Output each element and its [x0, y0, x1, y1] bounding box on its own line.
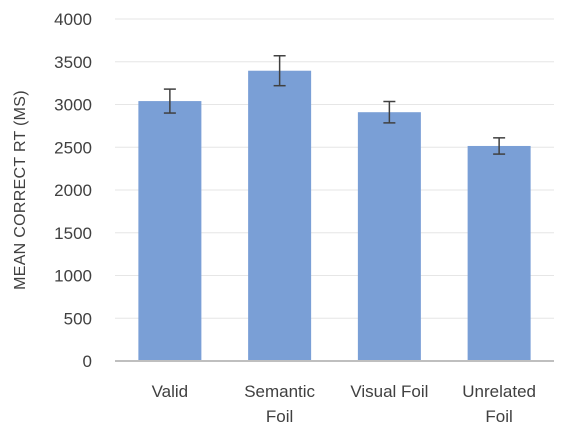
x-category-label-line: Unrelated	[462, 382, 536, 401]
x-category-label: Visual Foil	[350, 382, 428, 401]
error-bar	[163, 88, 176, 114]
error-bar	[383, 100, 396, 124]
error-bar	[273, 55, 286, 87]
y-tick-label: 2000	[54, 181, 92, 200]
y-tick-label: 500	[64, 309, 92, 328]
x-category-label-line: Valid	[152, 382, 189, 401]
x-category-labels: Valid Semantic Foil Visual Foil Unrelated Foi…	[152, 382, 536, 426]
bar	[467, 145, 531, 361]
bar	[138, 101, 202, 361]
x-category-label-line: Foil	[485, 407, 512, 426]
y-tick-label: 2500	[54, 138, 92, 157]
y-tick-label: 1500	[54, 224, 92, 243]
bars	[138, 70, 531, 361]
bar	[248, 70, 312, 361]
x-category-label: Semantic Foil	[244, 382, 315, 426]
y-tick-label: 4000	[54, 10, 92, 29]
y-tick-label: 3000	[54, 96, 92, 115]
bar	[357, 112, 421, 361]
x-category-label-line: Semantic	[244, 382, 315, 401]
error-bar	[493, 137, 506, 155]
y-tick-labels: 0 500 1000 1500 2000 2500 3000 3500 4000	[54, 10, 92, 371]
y-axis-title: MEAN CORRECT RT (MS)	[12, 90, 29, 290]
x-category-label-line: Visual Foil	[350, 382, 428, 401]
x-category-label: Valid	[152, 382, 189, 401]
error-bars	[163, 55, 506, 155]
x-category-label-line: Foil	[266, 407, 293, 426]
y-tick-label: 0	[83, 352, 92, 371]
y-tick-label: 3500	[54, 53, 92, 72]
x-category-label: Unrelated Foil	[462, 382, 536, 426]
y-tick-label: 1000	[54, 267, 92, 286]
